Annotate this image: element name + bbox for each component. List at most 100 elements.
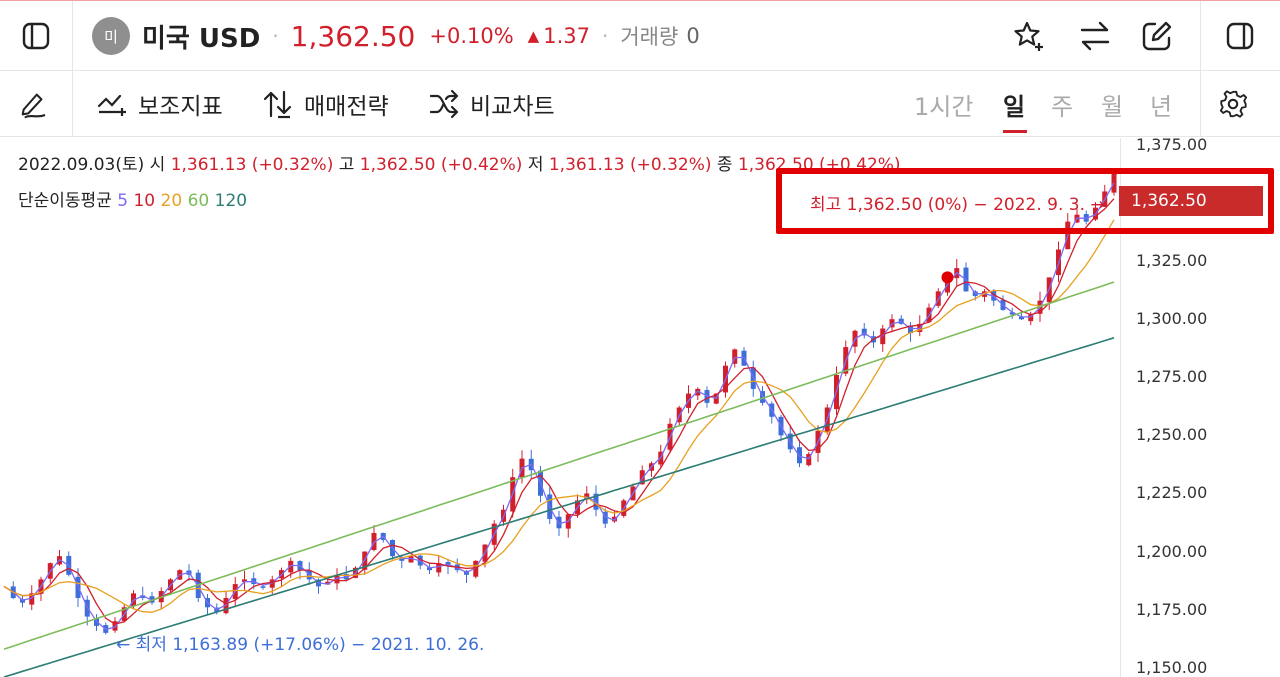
ma-period-120: 120 xyxy=(214,191,248,211)
compare-chart-button[interactable]: 비교차트 xyxy=(428,71,555,137)
price-axis-label: 1,325.00 xyxy=(1136,251,1208,271)
header-divider xyxy=(72,1,73,71)
candle-body xyxy=(612,516,617,522)
candle-body xyxy=(732,349,738,364)
low-label: 저 xyxy=(527,155,544,175)
candle-body xyxy=(1009,312,1015,315)
candle-body xyxy=(695,388,701,396)
candle-body xyxy=(880,328,886,345)
favorite-button[interactable] xyxy=(1006,1,1052,71)
candle-body xyxy=(242,579,247,582)
price-axis-label: 1,175.00 xyxy=(1136,599,1208,619)
right-panel-icon xyxy=(1226,22,1254,50)
period-tab-year[interactable]: 년 xyxy=(1150,92,1173,121)
sidebar-panel-icon xyxy=(22,22,50,50)
price-axis-label: 1,225.00 xyxy=(1136,483,1208,503)
period-tab-hour[interactable]: 1시간 xyxy=(914,92,974,121)
compare-label: 비교차트 xyxy=(470,94,555,120)
candle-body xyxy=(325,581,331,585)
active-period-indicator xyxy=(1003,130,1027,133)
candle-body xyxy=(861,328,867,336)
header-bar: 미 미국 USD · 1,362.50 +0.10% ▲ 1.37 · 거래량 … xyxy=(0,1,1280,71)
candle-body xyxy=(1019,316,1024,320)
gear-icon xyxy=(1219,90,1248,118)
candle-body xyxy=(408,556,414,563)
price-chart[interactable] xyxy=(0,138,1120,677)
chart-settings-button[interactable] xyxy=(1218,71,1258,137)
up-arrow-icon: ▲ xyxy=(527,27,540,45)
indicator-chart-icon xyxy=(97,94,126,116)
price-axis-label: 1,150.00 xyxy=(1136,657,1208,677)
candle-body xyxy=(371,532,377,551)
ohlc-date: 2022.09.03(토) xyxy=(18,155,145,175)
candle-body xyxy=(436,563,442,573)
event-marker-dot xyxy=(941,271,954,284)
ma-period-5: 5 xyxy=(117,191,129,211)
moving-average-line-5 xyxy=(3,182,1115,631)
ohlc-info: 2022.09.03(토) 시 1,361.13 (+0.32%) 고 1,36… xyxy=(18,150,901,175)
drawing-tool-button[interactable] xyxy=(18,71,58,137)
low-price-note: ← 최저 1,163.89 (+17.06%) − 2021. 10. 26. xyxy=(116,635,485,655)
separator-dot: · xyxy=(601,24,609,48)
high-value: 1,362.50 (+0.42%) xyxy=(359,155,523,175)
high-label: 고 xyxy=(338,155,355,175)
strategy-label: 매매전략 xyxy=(304,94,389,120)
candle-body xyxy=(602,511,608,524)
moving-average-line-20 xyxy=(3,219,1115,613)
price-axis-label: 1,275.00 xyxy=(1136,367,1208,387)
top-accent-line xyxy=(0,0,1280,1)
swap-button[interactable] xyxy=(1072,1,1118,71)
period-tab-month[interactable]: 월 xyxy=(1101,92,1124,121)
candle-body xyxy=(288,560,294,573)
price-axis-label: 1,250.00 xyxy=(1136,425,1208,445)
sidebar-toggle-button[interactable] xyxy=(0,1,72,71)
current-price-tag: 1,362.50 xyxy=(1119,186,1263,216)
indicator-label: 보조지표 xyxy=(138,94,223,120)
right-panel-toggle-button[interactable] xyxy=(1200,1,1280,71)
moving-average-line-10 xyxy=(3,198,1115,625)
ma-period-20: 20 xyxy=(160,191,183,211)
low-value: 1,361.13 (+0.32%) xyxy=(548,155,712,175)
price-axis-label: 1,300.00 xyxy=(1136,309,1208,329)
candle-body xyxy=(427,567,432,571)
price-axis-label: 1,200.00 xyxy=(1136,541,1208,561)
candle-body xyxy=(908,325,913,334)
open-value: 1,361.13 (+0.32%) xyxy=(170,155,334,175)
edit-button[interactable] xyxy=(1134,1,1180,71)
volume-label: 거래량 xyxy=(620,25,679,49)
price-axis-label: 1,375.00 xyxy=(1136,134,1208,154)
high-price-note: 최고 1,362.50 (0%) − 2022. 9. 3. → xyxy=(810,195,1105,215)
moving-average-legend[interactable]: 단순이동평균 5 10 20 60 120 xyxy=(18,186,247,211)
candle-body xyxy=(1028,314,1034,322)
ma-period-10: 10 xyxy=(133,191,156,211)
change-absolute: 1.37 xyxy=(543,24,590,48)
candle-body xyxy=(140,595,146,599)
strategy-button[interactable]: 매매전략 xyxy=(262,71,389,137)
ma-legend-label: 단순이동평균 xyxy=(18,191,112,211)
symbol-info: 미 미국 USD · 1,362.50 +0.10% ▲ 1.37 · 거래량 … xyxy=(92,1,700,71)
moving-average-line-120 xyxy=(3,337,1115,677)
swap-arrows-icon xyxy=(1080,21,1110,51)
indicator-button[interactable]: 보조지표 xyxy=(96,71,223,137)
up-down-arrows-icon xyxy=(263,90,292,119)
moving-average-line-60 xyxy=(3,281,1115,650)
star-add-icon xyxy=(1014,21,1043,51)
candle-body xyxy=(639,470,645,485)
symbol-name[interactable]: 미국 USD xyxy=(142,23,261,54)
edit-note-icon xyxy=(1142,21,1172,51)
high-annotation-highlight xyxy=(776,168,1274,234)
toolbar-divider xyxy=(72,71,73,137)
header-divider xyxy=(1200,1,1201,71)
candle-body xyxy=(29,593,35,605)
close-label: 종 xyxy=(716,155,733,175)
pen-draw-icon xyxy=(21,93,46,119)
period-tab-week[interactable]: 주 xyxy=(1051,92,1074,121)
candle-body xyxy=(473,560,479,577)
open-label: 시 xyxy=(149,155,166,175)
period-tab-day[interactable]: 일 xyxy=(1003,92,1026,121)
separator-dot: · xyxy=(272,24,279,48)
shuffle-icon xyxy=(429,89,459,119)
current-price: 1,362.50 xyxy=(290,19,416,53)
toolbar-divider xyxy=(1200,71,1201,137)
symbol-badge: 미 xyxy=(92,17,130,55)
